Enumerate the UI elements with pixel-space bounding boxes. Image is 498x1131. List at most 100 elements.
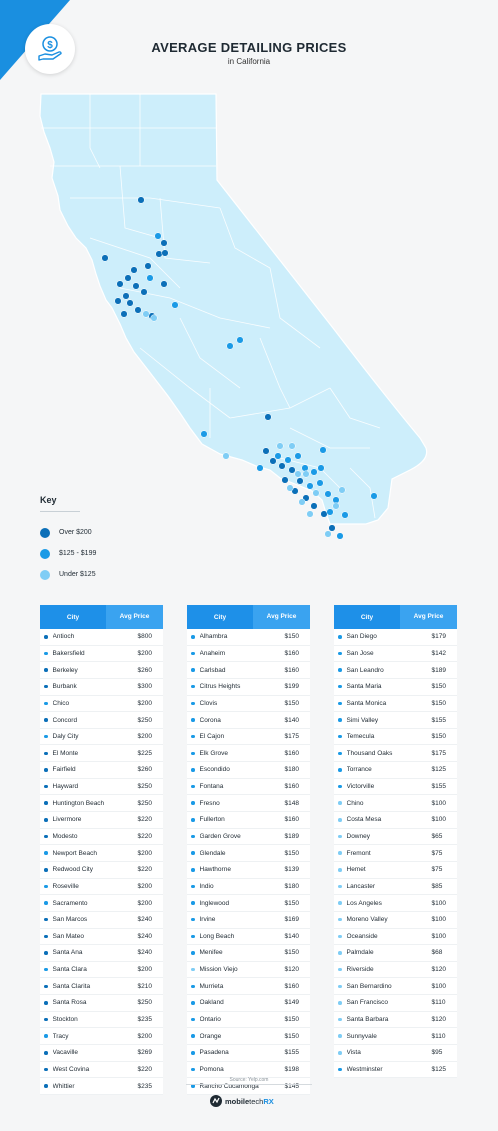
city-name: Fresno: [199, 799, 220, 807]
price-tier-dot-icon: [191, 751, 195, 756]
table-header: City Avg Price: [334, 605, 457, 629]
avg-price: $160: [284, 816, 299, 824]
avg-price: $220: [137, 866, 152, 874]
city-name: Inglewood: [199, 899, 230, 907]
city-name: Antioch: [52, 633, 75, 641]
price-tier-dot-icon: [44, 917, 48, 922]
avg-price: $250: [137, 799, 152, 807]
table-row: San Marcos $240: [40, 911, 163, 929]
key-label: Over $200: [59, 529, 92, 536]
avg-price: $100: [431, 899, 446, 907]
table-row: Fullerton $160: [187, 812, 310, 829]
table-row: Anaheim $160: [187, 645, 310, 663]
avg-price: $85: [431, 882, 443, 890]
city-name: Mission Viejo: [199, 966, 238, 974]
table-row: Livermore $220: [40, 812, 163, 829]
avg-price: $150: [284, 849, 299, 857]
price-tier-dot-icon: [338, 718, 342, 722]
city-name: Murrieta: [199, 982, 224, 990]
header: $ AVERAGE DETAILING PRICES in California: [0, 0, 498, 80]
table-row: Santa Maria $150: [334, 678, 457, 696]
avg-price: $240: [137, 916, 152, 924]
price-tier-dot-icon: [338, 1067, 342, 1072]
city-name: Indio: [199, 882, 214, 890]
avg-price: $260: [137, 666, 152, 674]
table-row: Garden Grove $189: [187, 828, 310, 846]
price-tier-dot-icon: [44, 1084, 48, 1088]
avg-price: $100: [431, 982, 446, 990]
price-tier-dot-icon: [191, 701, 195, 706]
table-row: Burbank $300: [40, 678, 163, 696]
city-name: Palmdale: [346, 949, 374, 957]
city-name: Fremont: [346, 849, 371, 857]
avg-price: $100: [431, 916, 446, 924]
table-row: Vacaville $269: [40, 1045, 163, 1062]
price-tier-dot-icon: [338, 917, 342, 922]
column-header-city: City: [66, 613, 80, 621]
city-name: Sacramento: [52, 899, 88, 907]
key-item: Under $125: [40, 564, 160, 585]
avg-price: $150: [284, 633, 299, 641]
avg-price: $260: [137, 766, 152, 774]
city-name: Concord: [52, 716, 78, 724]
table-row: Carlsbad $160: [187, 662, 310, 679]
price-tier-dot-icon: [44, 934, 48, 939]
avg-price: $175: [284, 733, 299, 741]
avg-price: $179: [431, 633, 446, 641]
key-title: Key: [40, 495, 57, 505]
avg-price: $150: [284, 1032, 299, 1040]
city-name: Newport Beach: [52, 849, 97, 857]
avg-price: $199: [284, 683, 299, 691]
key-divider: [40, 511, 80, 512]
price-tier-dot-icon: [191, 868, 195, 872]
price-tier-dot-icon: [44, 868, 48, 872]
city-name: Burbank: [52, 683, 77, 691]
avg-price: $160: [284, 749, 299, 757]
city-name: Roseville: [52, 882, 79, 890]
table-row: San Bernardino $100: [334, 978, 457, 996]
table-row: Long Beach $140: [187, 928, 310, 946]
city-name: El Cajon: [199, 733, 225, 741]
price-tier-dot-icon: [338, 668, 342, 672]
city-name: Anaheim: [199, 649, 226, 657]
table-row: Bakersfield $200: [40, 645, 163, 663]
key-label: Under $125: [59, 571, 96, 578]
avg-price: $220: [137, 816, 152, 824]
table-row: Santa Barbara $120: [334, 1011, 457, 1029]
table-row: Los Angeles $100: [334, 895, 457, 912]
price-tier-dot-icon: [191, 1017, 195, 1022]
source-note: Source: Yelp.com: [229, 1077, 269, 1083]
table-row: Rancho Cucamonga $145: [187, 1078, 310, 1095]
city-name: Pomona: [199, 1065, 224, 1073]
avg-price: $169: [284, 916, 299, 924]
avg-price: $125: [431, 766, 446, 774]
avg-price: $150: [431, 699, 446, 707]
city-name: Redwood City: [52, 866, 93, 874]
city-name: Tracy: [52, 1032, 69, 1040]
city-name: Garden Grove: [199, 833, 241, 840]
price-tier-dot-icon: [191, 1067, 195, 1072]
table-row: Newport Beach $200: [40, 845, 163, 862]
price-tier-dot-icon: [338, 1001, 342, 1005]
price-tier-dot-icon: [338, 818, 342, 822]
city-name: Torrance: [346, 766, 372, 774]
table-row: Whittier $235: [40, 1078, 163, 1095]
table-row: Chico $200: [40, 695, 163, 713]
city-name: Fullerton: [199, 816, 225, 824]
price-tier-dot-icon: [191, 801, 195, 805]
price-tier-dot-icon: [44, 1001, 48, 1005]
price-tier-dot-icon: [44, 984, 48, 989]
key-item: $125 - $199: [40, 543, 160, 564]
city-name: Modesto: [52, 833, 78, 840]
city-name: Rancho Cucamonga: [199, 1082, 259, 1090]
avg-price: $189: [284, 833, 299, 840]
avg-price: $250: [137, 783, 152, 791]
city-name: Long Beach: [199, 932, 235, 940]
table-row: Irvine $169: [187, 911, 310, 929]
price-tier-dot-icon: [44, 1034, 48, 1038]
table-row: Vista $95: [334, 1045, 457, 1062]
city-name: Berkeley: [52, 666, 78, 674]
avg-price: $110: [431, 999, 446, 1007]
avg-price: $210: [137, 982, 152, 990]
price-table-2: City Avg Price Alhambra $150 Anaheim $160 Carl…: [187, 605, 310, 1095]
